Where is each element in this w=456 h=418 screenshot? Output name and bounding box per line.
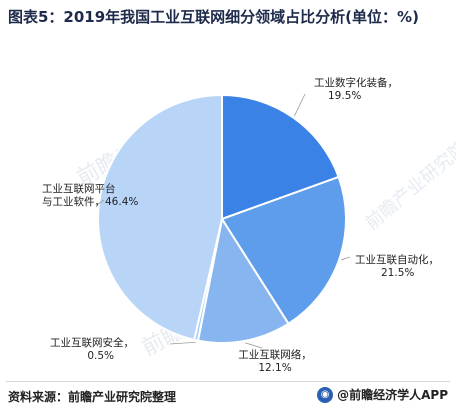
- slice-value: 19.5%: [328, 90, 361, 102]
- slice-value: 0.5%: [87, 350, 114, 362]
- slice-label: 工业互联网安全， 0.5%: [50, 336, 134, 362]
- leader-line: [294, 93, 306, 117]
- slice-label: 工业互联自动化， 21.5%: [355, 253, 439, 279]
- slice-name: 工业互联网络，: [238, 348, 312, 361]
- slice-name: 工业互联网安全，: [50, 336, 134, 349]
- slice-value: 12.1%: [258, 362, 291, 374]
- pie-slice: [97, 93, 223, 342]
- leader-line: [169, 341, 196, 345]
- slice-label: 工业数字化装备， 19.5%: [314, 76, 398, 102]
- watermark-text: 前瞻产业研究院: [361, 137, 456, 234]
- brand-text: @前瞻经济学人APP: [337, 388, 448, 402]
- slice-label: 工业互联网络， 12.1%: [238, 348, 312, 374]
- pie-chart: 前瞻产业研究院前瞻产业研究院前瞻产业研究院 工业数字化装备，19.5%工业互联自…: [42, 76, 456, 374]
- slice-name: 工业数字化装备，: [314, 76, 398, 89]
- chart-title: 图表5：2019年我国工业互联网细分领域占比分析(单位：%): [8, 8, 419, 26]
- pie-slices: [97, 93, 347, 344]
- source-note: 资料来源：前瞻产业研究院整理: [8, 390, 177, 404]
- slice-value: 与工业软件，46.4%: [42, 195, 138, 208]
- leader-line: [341, 256, 351, 261]
- pie-slice: [221, 93, 340, 221]
- pie-slice: [196, 216, 290, 344]
- leader-line: [96, 199, 105, 206]
- slice-labels: 工业数字化装备， 19.5%工业互联自动化， 21.5%工业互联网络， 12.1%工业…: [42, 76, 439, 374]
- slice-label: 工业互联网平台与工业软件，46.4%: [42, 182, 138, 208]
- slice-name: 工业互联自动化，: [355, 253, 439, 266]
- slice-name: 工业互联网平台: [42, 182, 116, 195]
- footer-divider: [6, 381, 450, 382]
- pie-slice: [220, 175, 347, 326]
- qianzhan-logo-icon: ◉: [317, 386, 334, 403]
- leader-lines: [96, 93, 351, 349]
- slice-value: 21.5%: [381, 267, 414, 279]
- leader-line: [245, 342, 263, 349]
- brand-credit: ◉ @前瞻经济学人APP: [317, 386, 448, 403]
